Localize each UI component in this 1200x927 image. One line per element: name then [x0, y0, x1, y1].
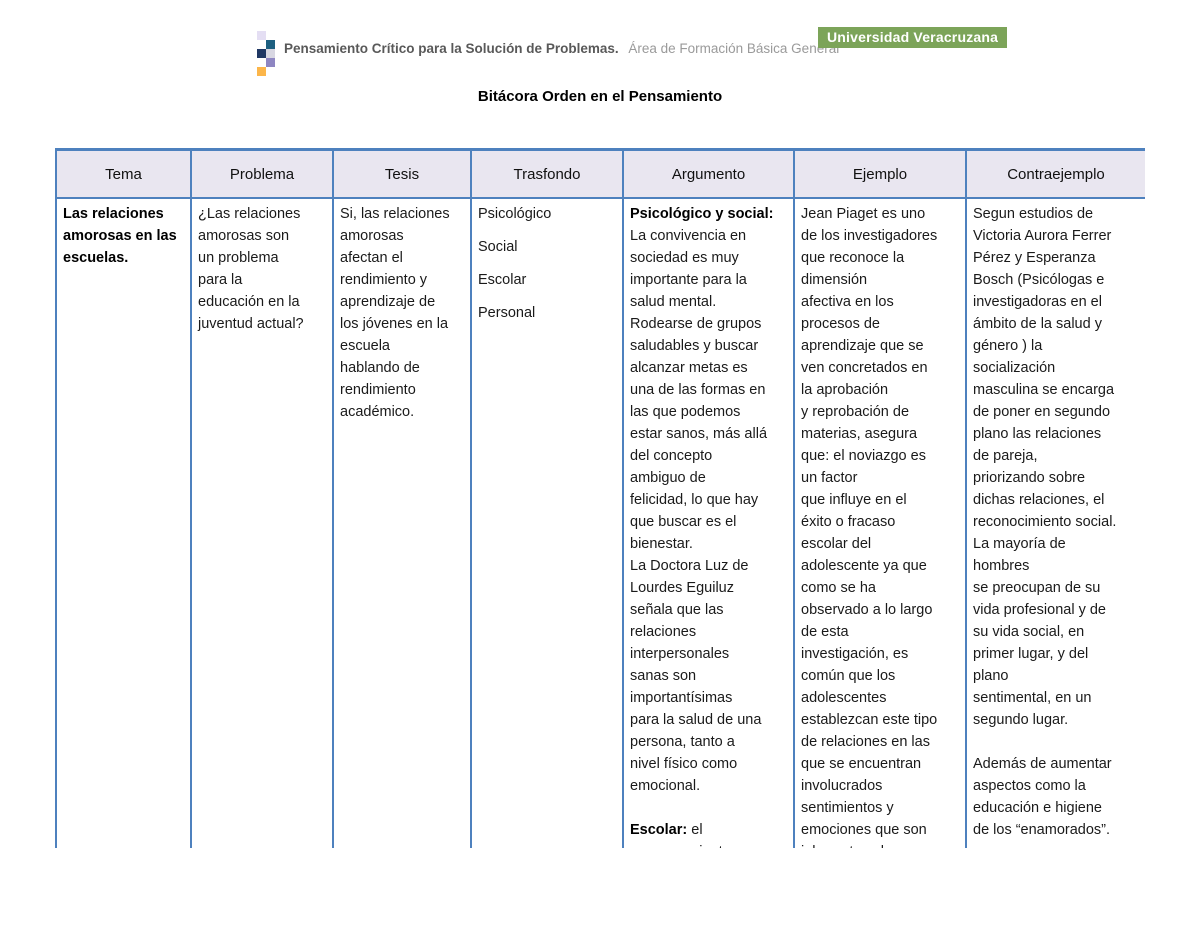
course-subtitle: Área de Formación Básica General [628, 41, 840, 56]
trasfondo-item: Escolar [478, 272, 527, 288]
column-header-problema: Problema [190, 148, 334, 199]
column-header-tesis: Tesis [332, 148, 472, 199]
logo-square-gray [266, 49, 275, 58]
logo-square-lavender [257, 31, 266, 40]
cell-contraejemplo: Segun estudios de Victoria Aurora Ferrer… [965, 197, 1145, 848]
bitacora-table: Tema Problema Tesis Trasfondo Argumento … [55, 148, 1145, 848]
argumento-body-psicologico: La convivencia en sociedad es muy import… [630, 228, 768, 794]
trasfondo-item: Personal [478, 305, 536, 321]
cell-ejemplo: Jean Piaget es uno de los investigadores… [793, 197, 967, 848]
argumento-body-escolar: el enamoramiento [630, 822, 731, 848]
bitacora-table-grid: Tema Problema Tesis Trasfondo Argumento … [55, 148, 1145, 848]
argumento-lead-escolar: Escolar: [630, 822, 688, 838]
course-logo-icon [256, 31, 276, 79]
logo-square-navy [257, 49, 266, 58]
document-header: Pensamiento Crítico para la Solución de … [284, 41, 839, 56]
table-row: Las relaciones amorosas en las escuelas.… [55, 197, 1145, 848]
argumento-paragraph-escolar: Escolar: el enamoramiento [630, 819, 787, 848]
page-title: Bitácora Orden en el Pensamiento [477, 88, 723, 105]
cell-tema: Las relaciones amorosas en las escuelas. [55, 197, 192, 848]
table-header-row: Tema Problema Tesis Trasfondo Argumento … [55, 148, 1145, 199]
column-header-contraejemplo: Contraejemplo [965, 148, 1145, 199]
university-badge: Universidad Veracruzana [818, 27, 1008, 48]
column-header-tema: Tema [55, 148, 192, 199]
cell-argumento: Psicológico y social: La convivencia en s… [622, 197, 795, 848]
logo-square-orange [257, 67, 266, 76]
column-header-trasfondo: Trasfondo [470, 148, 624, 199]
cell-trasfondo: Psicológico Social Escolar Personal [470, 197, 624, 848]
argumento-paragraph-psicologico: Psicológico y social: La convivencia en s… [630, 203, 787, 797]
argumento-lead-psicologico: Psicológico y social: [630, 206, 774, 222]
logo-square-purple [266, 58, 275, 67]
trasfondo-item: Social [478, 239, 518, 255]
trasfondo-item: Psicológico [478, 206, 552, 222]
column-header-argumento: Argumento [622, 148, 795, 199]
cell-tesis: Si, las relaciones amorosas afectan el r… [332, 197, 472, 848]
cell-problema: ¿Las relaciones amorosas son un problema… [190, 197, 334, 848]
column-header-ejemplo: Ejemplo [793, 148, 967, 199]
contraejemplo-paragraph-1: Segun estudios de Victoria Aurora Ferrer… [973, 206, 1117, 728]
contraejemplo-paragraph-2: Además de aumentar aspectos como la educ… [973, 756, 1112, 838]
logo-square-darkteal [266, 40, 275, 49]
course-title: Pensamiento Crítico para la Solución de … [284, 41, 619, 56]
